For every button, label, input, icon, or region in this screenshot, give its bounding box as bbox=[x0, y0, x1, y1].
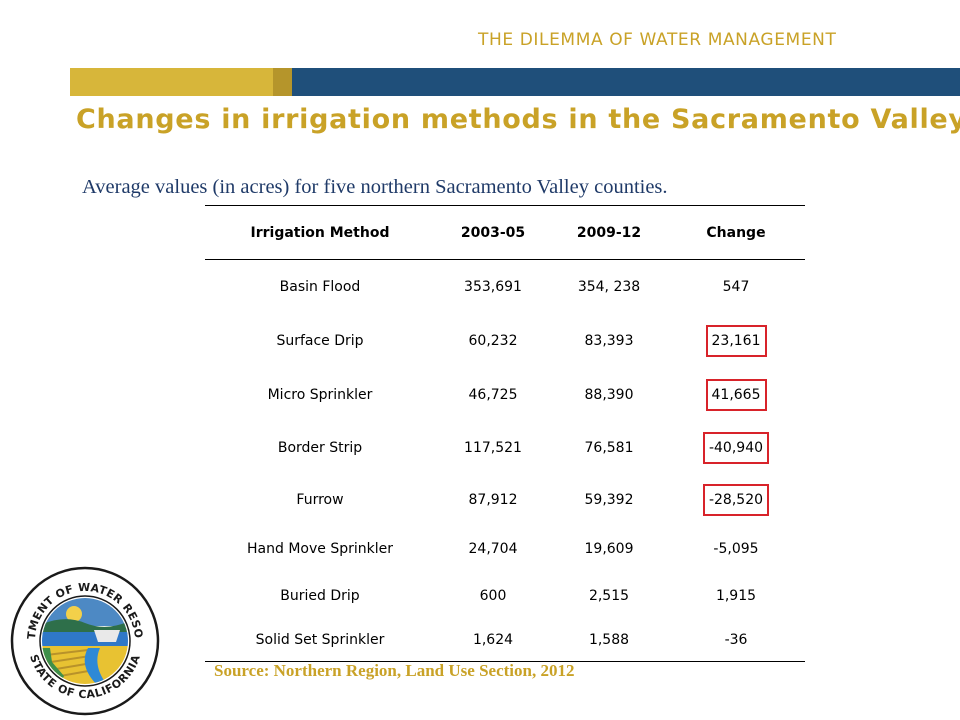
table-row: Micro Sprinkler 46,725 88,390 41,665 bbox=[205, 368, 805, 422]
source-citation: Source: Northern Region, Land Use Sectio… bbox=[214, 661, 575, 680]
table-row: Hand Move Sprinkler 24,704 19,609 -5,095 bbox=[205, 526, 805, 573]
cell-irrigation-method: Furrow bbox=[296, 491, 344, 508]
table-row: Buried Drip 600 2,515 1,915 bbox=[205, 573, 805, 619]
table-row: Border Strip 117,521 76,581 -40,940 bbox=[205, 422, 805, 474]
table-row: Furrow 87,912 59,392 -28,520 bbox=[205, 474, 805, 526]
section-header: THE DILEMMA OF WATER MANAGEMENT bbox=[478, 30, 837, 50]
cell-change: -36 bbox=[667, 618, 805, 662]
table-row: Surface Drip 60,232 83,393 23,161 bbox=[205, 314, 805, 368]
header-bar-gold-accent bbox=[273, 68, 292, 96]
cell-2009-12: 1,588 bbox=[551, 618, 667, 662]
table-header-row: Irrigation Method 2003-05 2009-12 Change bbox=[205, 205, 805, 260]
highlighted-change-value: -40,940 bbox=[702, 431, 770, 464]
cell-irrigation-method: Solid Set Sprinkler bbox=[205, 618, 435, 662]
header-bar-blue bbox=[292, 68, 960, 96]
cell-2003-05: 353,691 bbox=[464, 278, 522, 295]
cell-irrigation-method: Surface Drip bbox=[276, 332, 364, 349]
cell-change: -5,095 bbox=[713, 541, 759, 557]
header-bar-gold bbox=[70, 68, 273, 96]
table-row: Basin Flood 353,691 354, 238 547 bbox=[205, 260, 805, 314]
slide-subtitle: Average values (in acres) for five north… bbox=[82, 176, 668, 198]
cell-2009-12: 2,515 bbox=[588, 587, 630, 604]
cell-2003-05: 117,521 bbox=[464, 439, 522, 456]
header-irrigation-method: Irrigation Method bbox=[205, 205, 435, 260]
cell-irrigation-method: Buried Drip bbox=[280, 587, 360, 604]
cell-2003-05: 46,725 bbox=[468, 386, 518, 403]
cell-irrigation-method: Basin Flood bbox=[279, 278, 361, 295]
cell-2009-12: 19,609 bbox=[584, 541, 634, 557]
cell-change: -28,520 bbox=[667, 474, 805, 526]
cell-change: 547 bbox=[722, 278, 750, 295]
cell-2003-05: 600 bbox=[479, 587, 507, 604]
cell-2003-05: 1,624 bbox=[435, 618, 551, 662]
highlighted-change-value: 41,665 bbox=[705, 378, 767, 411]
department-of-water-resources-seal-icon: DEPARTMENT OF WATER RESOURCES STATE OF C… bbox=[8, 566, 160, 716]
slide-title: Changes in irrigation methods in the Sac… bbox=[76, 104, 960, 135]
irrigation-table: Irrigation Method 2003-05 2009-12 Change… bbox=[205, 205, 805, 662]
cell-2009-12: 83,393 bbox=[584, 332, 634, 349]
cell-2009-12: 76,581 bbox=[584, 439, 634, 456]
cell-irrigation-method: Micro Sprinkler bbox=[267, 386, 373, 403]
cell-2009-12: 354, 238 bbox=[577, 278, 641, 295]
cell-2009-12: 88,390 bbox=[584, 386, 634, 403]
cell-change: -40,940 bbox=[667, 422, 805, 474]
cell-change: 1,915 bbox=[715, 587, 757, 604]
cell-irrigation-method: Border Strip bbox=[277, 439, 363, 456]
cell-2003-05: 24,704 bbox=[468, 541, 518, 557]
table-row: Solid Set Sprinkler 1,624 1,588 -36 bbox=[205, 618, 805, 662]
header-2009-12: 2009-12 bbox=[551, 205, 667, 260]
highlighted-change-value: -28,520 bbox=[702, 483, 770, 516]
header-2003-05: 2003-05 bbox=[435, 205, 551, 260]
cell-irrigation-method: Hand Move Sprinkler bbox=[247, 541, 393, 557]
cell-change: 23,161 bbox=[667, 314, 805, 368]
cell-change: 41,665 bbox=[667, 368, 805, 422]
table-body: Basin Flood 353,691 354, 238 547 Surface Dri… bbox=[205, 260, 805, 662]
cell-2003-05: 87,912 bbox=[468, 491, 518, 508]
cell-2003-05: 60,232 bbox=[468, 332, 518, 349]
cell-2009-12: 59,392 bbox=[584, 491, 634, 508]
highlighted-change-value: 23,161 bbox=[705, 324, 767, 357]
header-change: Change bbox=[667, 205, 805, 260]
